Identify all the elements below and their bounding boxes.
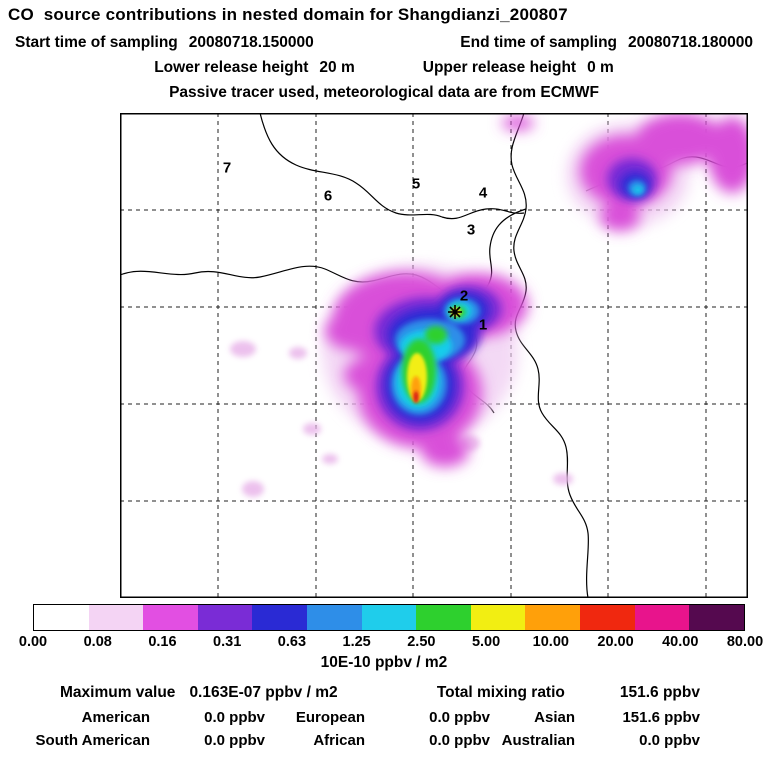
colorbar-tick-label: 40.00 [662, 634, 699, 650]
contribution-value: 0.0 ppbv [204, 709, 265, 726]
start-time: Start time of sampling 20080718.150000 [15, 34, 314, 52]
tracer-note-line: Passive tracer used, meteorological data… [0, 84, 768, 102]
region-number-5: 5 [411, 175, 421, 193]
contribution-label: European [295, 709, 365, 726]
max-value: 0.163E-07 ppbv / m2 [189, 684, 338, 701]
colorbar-cell-6 [361, 605, 417, 630]
map-border [120, 113, 748, 598]
region-number-3: 3 [466, 221, 476, 239]
lower-release-height: Lower release height 20 m [154, 59, 355, 77]
maximum-value-group: Maximum value 0.163E-07 ppbv / m2 [60, 684, 338, 702]
station-marker-icon [448, 305, 462, 319]
start-time-label: Start time of sampling [15, 34, 178, 51]
colorbar-cell-7 [416, 605, 471, 630]
colorbar-tick-label: 10.00 [532, 634, 569, 650]
region-number-6: 6 [323, 187, 333, 205]
contribution-value: 0.0 ppbv [204, 732, 265, 749]
colorbar-tick-label: 5.00 [471, 634, 501, 650]
page-title: CO source contributions in nested domain… [8, 5, 568, 24]
start-time-value: 20080718.150000 [188, 34, 314, 51]
contribution-label: South American [35, 732, 150, 749]
upper-release-label: Upper release height [422, 59, 577, 76]
colorbar-tick-label: 1.25 [342, 634, 371, 650]
colorbar-tick-label: 0.00 [18, 634, 48, 650]
colorbar-cell-1 [88, 605, 144, 630]
map-svg [120, 113, 748, 598]
region-number-7: 7 [222, 159, 232, 177]
region-number-2: 2 [459, 287, 469, 305]
colorbar-cell-9 [525, 605, 581, 630]
colorbar-labels: 0.00 0.08 0.16 0.31 0.63 1.25 2.50 5.00 10.00 20.… [19, 634, 763, 651]
concentration-field [230, 113, 748, 497]
colorbar-tick-label: 80.00 [726, 634, 764, 650]
sampling-times-line: Start time of sampling 20080718.150000 E… [0, 34, 768, 52]
colorbar-cell-12 [689, 605, 744, 630]
total-ratio-label: Total mixing ratio [436, 684, 565, 701]
max-value-label: Maximum value [60, 684, 176, 701]
contribution-value: 0.0 ppbv [429, 709, 490, 726]
contribution-label: African [313, 732, 365, 749]
colorbar-tick-label: 20.00 [597, 634, 634, 650]
colorbar-cell-8 [470, 605, 526, 630]
total-mixing-ratio-group: Total mixing ratio 151.6 ppbv [437, 684, 700, 702]
colorbar-cell-2 [143, 605, 198, 630]
total-ratio-value: 151.6 ppbv [619, 684, 700, 701]
colorbar-cell-11 [634, 605, 690, 630]
lower-release-label: Lower release height [154, 59, 309, 76]
colorbar-cell-10 [580, 605, 635, 630]
tracer-note: Passive tracer used, meteorological data… [169, 84, 599, 101]
region-number-1: 1 [478, 316, 488, 334]
contribution-value: 0.0 ppbv [429, 732, 490, 749]
colorbar-tick-label: 0.16 [148, 634, 177, 650]
release-heights-line: Lower release height 20 m Upper release … [0, 59, 768, 77]
colorbar-cell-4 [252, 605, 308, 630]
upper-release-height: Upper release height 0 m [423, 59, 614, 77]
colorbar-tick-label: 0.08 [83, 634, 112, 650]
lower-release-value: 20 m [319, 59, 355, 76]
colorbar-tick-label: 2.50 [407, 634, 436, 650]
contribution-label: Australian [501, 732, 575, 749]
colorbar-tick-label: 0.31 [213, 634, 242, 650]
colorbar-cell-0 [34, 605, 89, 630]
upper-release-value: 0 m [587, 59, 614, 76]
contributions-grid: American 0.0 ppbv European 0.0 ppbv Asian 151… [0, 709, 700, 749]
end-time-value: 20080718.180000 [628, 34, 753, 51]
summary-line: Maximum value 0.163E-07 ppbv / m2 Total … [60, 684, 700, 702]
contribution-label: American [81, 709, 150, 726]
colorbar-units: 10E-10 ppbv / m2 [320, 654, 448, 671]
contribution-value: 151.6 ppbv [622, 709, 700, 726]
contribution-label: Asian [534, 709, 575, 726]
contribution-value: 0.0 ppbv [639, 732, 700, 749]
region-number-4: 4 [478, 184, 488, 202]
end-time-label: End time of sampling [460, 34, 617, 51]
end-time: End time of sampling 20080718.180000 [460, 34, 753, 52]
colorbar-tick-label: 0.63 [277, 634, 307, 650]
colorbar-cell-3 [197, 605, 253, 630]
colorbar [33, 604, 745, 631]
colorbar-cell-5 [307, 605, 362, 630]
